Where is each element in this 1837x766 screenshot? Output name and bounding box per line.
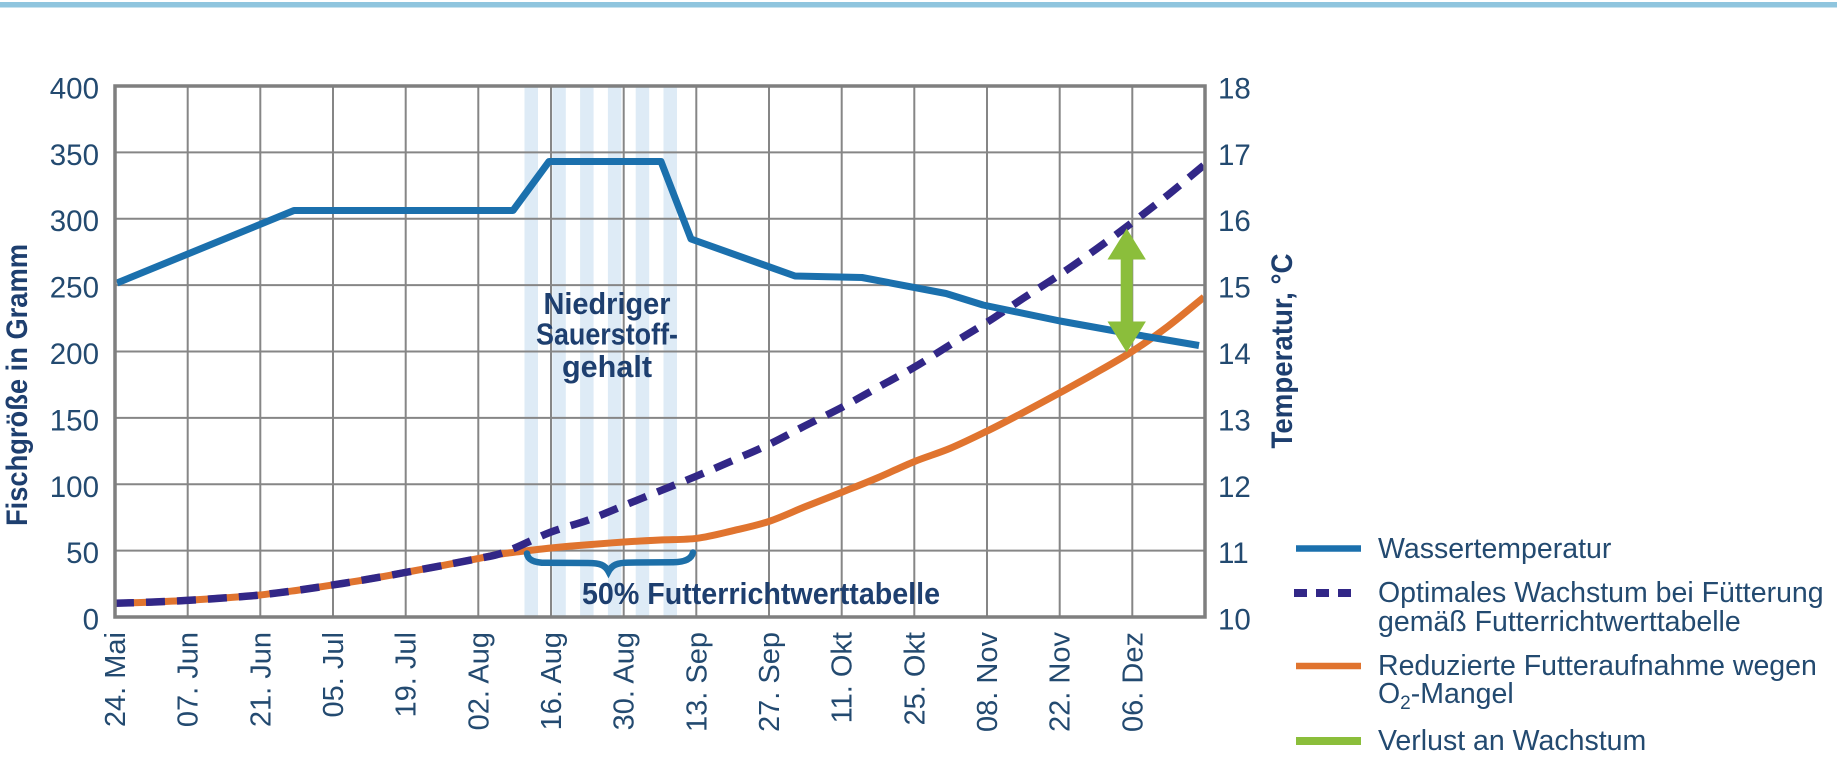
svg-text:Reduzierte Futteraufnahme wege: Reduzierte Futteraufnahme wegen	[1378, 650, 1817, 682]
svg-text:19. Jul: 19. Jul	[391, 632, 423, 717]
svg-text:350: 350	[50, 139, 99, 172]
svg-text:13. Sep: 13. Sep	[681, 632, 713, 732]
svg-text:15: 15	[1218, 272, 1251, 305]
svg-text:17: 17	[1218, 139, 1251, 172]
svg-text:0: 0	[83, 604, 99, 637]
svg-text:Niedriger: Niedriger	[544, 287, 671, 321]
svg-text:14: 14	[1218, 338, 1251, 371]
svg-text:Temperatur, °C: Temperatur, °C	[1266, 254, 1299, 449]
svg-text:100: 100	[50, 471, 99, 504]
svg-text:Verlust an Wachstum: Verlust an Wachstum	[1378, 725, 1646, 757]
svg-text:08. Nov: 08. Nov	[972, 632, 1004, 732]
svg-text:18: 18	[1218, 73, 1251, 106]
svg-text:300: 300	[50, 205, 99, 238]
svg-text:30. Aug: 30. Aug	[609, 632, 641, 730]
svg-text:07. Jun: 07. Jun	[173, 632, 205, 727]
svg-text:22. Nov: 22. Nov	[1045, 632, 1077, 732]
svg-text:11. Okt: 11. Okt	[827, 632, 859, 723]
svg-text:24. Mai: 24. Mai	[100, 632, 132, 727]
svg-text:50: 50	[66, 537, 99, 570]
svg-text:gemäß Futterrichtwerttabelle: gemäß Futterrichtwerttabelle	[1378, 606, 1741, 638]
svg-text:16. Aug: 16. Aug	[536, 632, 568, 730]
svg-text:16: 16	[1218, 205, 1251, 238]
svg-text:Fischgröße in Gramm: Fischgröße in Gramm	[1, 244, 34, 526]
svg-text:27. Sep: 27. Sep	[754, 632, 786, 732]
svg-text:21. Jun: 21. Jun	[245, 632, 277, 727]
svg-text:11: 11	[1218, 537, 1249, 570]
svg-text:Optimales Wachstum bei Fütteru: Optimales Wachstum bei Fütterung	[1378, 577, 1824, 609]
svg-text:05. Jul: 05. Jul	[318, 632, 350, 717]
svg-text:25. Okt: 25. Okt	[899, 632, 931, 726]
svg-text:gehalt: gehalt	[562, 350, 652, 384]
svg-text:06. Dez: 06. Dez	[1117, 632, 1149, 732]
svg-text:Sauerstoff-: Sauerstoff-	[536, 318, 678, 352]
svg-text:200: 200	[50, 338, 99, 371]
svg-text:O2-Mangel: O2-Mangel	[1378, 678, 1514, 714]
svg-text:400: 400	[50, 73, 99, 106]
svg-text:10: 10	[1218, 604, 1251, 637]
svg-text:150: 150	[50, 404, 99, 437]
svg-text:12: 12	[1218, 471, 1251, 504]
svg-text:250: 250	[50, 272, 99, 305]
svg-text:02. Aug: 02. Aug	[463, 632, 495, 730]
svg-text:50% Futterrichtwerttabelle: 50% Futterrichtwerttabelle	[582, 577, 940, 611]
svg-text:13: 13	[1218, 404, 1251, 437]
svg-text:Wassertemperatur: Wassertemperatur	[1378, 533, 1612, 565]
